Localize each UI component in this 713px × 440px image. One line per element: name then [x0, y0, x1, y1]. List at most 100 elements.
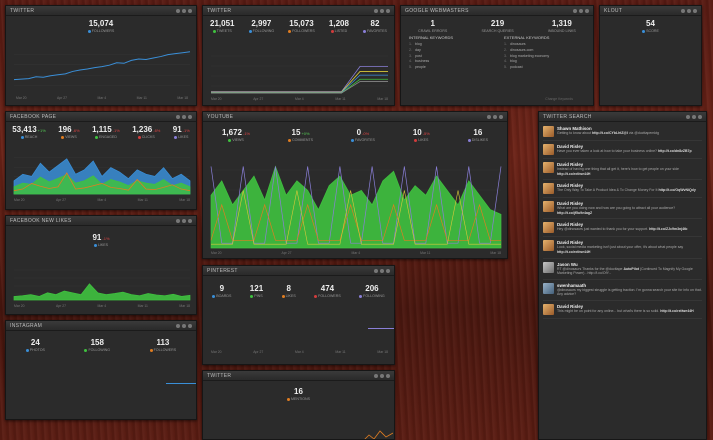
- refresh-icon[interactable]: [182, 323, 186, 328]
- avatar[interactable]: [543, 261, 554, 273]
- tweet-user[interactable]: David Risley: [557, 303, 584, 309]
- close-icon[interactable]: [386, 8, 390, 13]
- tweet-user[interactable]: Shawn Mathison: [557, 126, 592, 131]
- refresh-icon[interactable]: [380, 373, 384, 378]
- keyword-row[interactable]: 4. blog: [504, 59, 585, 65]
- close-icon[interactable]: [386, 373, 390, 378]
- settings-icon[interactable]: [176, 323, 180, 328]
- close-icon[interactable]: [188, 218, 192, 223]
- settings-icon[interactable]: [176, 8, 180, 13]
- settings-icon[interactable]: [686, 114, 690, 119]
- widget-header[interactable]: TWITTER: [203, 371, 394, 381]
- settings-icon[interactable]: [374, 268, 378, 273]
- tweet-user[interactable]: David Risley: [557, 144, 584, 149]
- tweet-item[interactable]: David Risley Have you ever taken a look a…: [543, 141, 702, 159]
- close-icon[interactable]: [499, 114, 503, 119]
- widget-header[interactable]: YOUTUBE: [203, 112, 507, 122]
- tweet-link[interactable]: http://t.co/rxtlwe44H: [660, 308, 694, 313]
- tweet-link[interactable]: http://t.co/OqWvNiQdy: [658, 188, 696, 193]
- tweet-link[interactable]: http://t.co/jf5u9e4agZ: [557, 210, 593, 215]
- keyword-row[interactable]: 2. day: [409, 48, 490, 54]
- tweet-item[interactable]: David Risley Hey @dinosaurs just wanted t…: [543, 219, 702, 238]
- refresh-icon[interactable]: [692, 114, 696, 119]
- keyword-row[interactable]: 3. post: [409, 54, 490, 60]
- avatar[interactable]: [543, 240, 554, 252]
- klout-score-stat: 54 SCORE: [642, 19, 659, 33]
- tweet-link[interactable]: http://t.co/CYbLhtZ@l: [592, 131, 628, 135]
- close-icon[interactable]: [188, 8, 192, 13]
- tweet-link[interactable]: AutoPilot: [623, 266, 640, 271]
- settings-icon[interactable]: [374, 8, 378, 13]
- keyword-row[interactable]: 3. blog marketing economy: [504, 54, 585, 60]
- refresh-icon[interactable]: [579, 8, 583, 13]
- tweet-link[interactable]: http://t.co/rxtlwe44H: [557, 249, 591, 254]
- avatar[interactable]: [543, 282, 554, 294]
- refresh-icon[interactable]: [687, 8, 691, 13]
- settings-icon[interactable]: [573, 8, 577, 13]
- tweet-item[interactable]: David Risley Instead of having one thing …: [543, 159, 702, 181]
- tweet-list[interactable]: Shawn Mathison Getting to know about http…: [539, 122, 706, 320]
- keyword-row[interactable]: 1. dinosaurs: [504, 42, 585, 48]
- tweet-item[interactable]: swenhamaath @dinosaurs my biggest struggl…: [543, 280, 702, 301]
- x-tick-label: Mar 20: [211, 350, 222, 354]
- keyword-row[interactable]: 1. blog: [409, 42, 490, 48]
- tweet-user[interactable]: Jason Wu: [557, 261, 578, 267]
- keyword-row[interactable]: 2. dinosaurs.com: [504, 48, 585, 54]
- change-keywords-link[interactable]: Change Keywords: [545, 97, 573, 101]
- widget-header[interactable]: INSTAGRAM: [6, 321, 196, 331]
- widget-header[interactable]: FACEBOOK PAGE: [6, 112, 196, 122]
- close-icon[interactable]: [188, 323, 192, 328]
- avatar[interactable]: [543, 303, 554, 315]
- refresh-icon[interactable]: [380, 8, 384, 13]
- widget-header[interactable]: PINTEREST: [203, 266, 394, 276]
- x-tick-label: Apr 27: [281, 251, 292, 255]
- widget-header[interactable]: KLOUT: [600, 6, 701, 16]
- tweet-text: @dinosaurs my biggest struggle is gettin…: [557, 288, 702, 297]
- tweet-link[interactable]: http://t.co/rxtlwe44H: [557, 171, 591, 176]
- avatar[interactable]: [543, 126, 554, 137]
- keyword-row[interactable]: 5. podcast: [504, 65, 585, 71]
- refresh-icon[interactable]: [182, 8, 186, 13]
- widget-header[interactable]: TWITTER: [6, 6, 196, 16]
- refresh-icon[interactable]: [380, 268, 384, 273]
- avatar[interactable]: [543, 183, 554, 195]
- tweet-user[interactable]: David Risley: [557, 222, 584, 228]
- widget-header[interactable]: GOOGLE WEBMASTERS: [401, 6, 593, 16]
- avatar[interactable]: [543, 201, 554, 213]
- settings-icon[interactable]: [487, 114, 491, 119]
- widget-header[interactable]: FACEBOOK NEW LIKES: [6, 216, 196, 226]
- tweet-item[interactable]: Shawn Mathison Getting to know about http…: [543, 123, 702, 141]
- refresh-icon[interactable]: [493, 114, 497, 119]
- keyword-row[interactable]: 4. business: [409, 59, 490, 65]
- settings-icon[interactable]: [176, 114, 180, 119]
- avatar[interactable]: [543, 222, 554, 234]
- avatar[interactable]: [543, 162, 554, 173]
- settings-icon[interactable]: [176, 218, 180, 223]
- keyword-row[interactable]: 5. people: [409, 65, 490, 71]
- close-icon[interactable]: [386, 268, 390, 273]
- avatar[interactable]: [543, 144, 554, 155]
- close-icon[interactable]: [698, 114, 702, 119]
- tweet-user[interactable]: David Risley: [557, 183, 584, 189]
- refresh-icon[interactable]: [182, 218, 186, 223]
- tweet-user[interactable]: David Risley: [557, 162, 584, 167]
- tweet-item[interactable]: David Risley What are you doing now and h…: [543, 198, 702, 220]
- settings-icon[interactable]: [681, 8, 685, 13]
- tweet-user[interactable]: David Risley: [557, 201, 584, 207]
- refresh-icon[interactable]: [182, 114, 186, 119]
- widget-header[interactable]: TWITTER SEARCH: [539, 112, 706, 122]
- widget-header[interactable]: TWITTER: [203, 6, 394, 16]
- settings-icon[interactable]: [374, 373, 378, 378]
- tweet-item[interactable]: David Risley This might be on point for a…: [543, 301, 702, 319]
- tweet-item[interactable]: Jason Wu RT @dinosaurs Thanks for the @du…: [543, 259, 702, 280]
- tweet-user[interactable]: David Risley: [557, 240, 584, 246]
- tweet-link[interactable]: http://t.co/ZJc9m3nj4tb: [649, 227, 688, 232]
- close-icon[interactable]: [585, 8, 589, 13]
- tweet-item[interactable]: David Risley The Only Way To Take A Produ…: [543, 180, 702, 199]
- close-icon[interactable]: [693, 8, 697, 13]
- tweet-link[interactable]: http://t.co/dn8zZB7p: [657, 149, 692, 153]
- keyword-rank: 4.: [409, 59, 412, 64]
- tweet-user[interactable]: swenhamaath: [557, 282, 587, 288]
- tweet-item[interactable]: David Risley Look, social media marketing…: [543, 237, 702, 259]
- close-icon[interactable]: [188, 114, 192, 119]
